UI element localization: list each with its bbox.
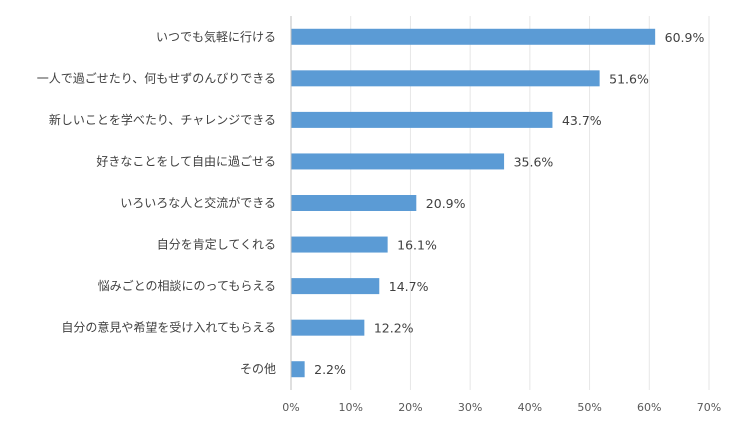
bar	[291, 153, 505, 170]
category-label: 自分の意見や希望を受け入れてもらえる	[61, 320, 276, 335]
x-tick-label: 0%	[282, 401, 299, 414]
value-label: 16.1%	[397, 238, 437, 253]
category-label: いつでも気軽に行ける	[156, 29, 276, 44]
x-tick-label: 20%	[398, 401, 422, 414]
category-label: 悩みごとの相談にのってもらえる	[98, 278, 276, 293]
x-tick-label: 30%	[458, 401, 482, 414]
bar	[291, 319, 365, 336]
value-label: 43.7%	[562, 113, 602, 128]
bar	[291, 70, 600, 87]
category-label: 新しいことを学べたり、チャレンジできる	[49, 112, 276, 127]
category-labels: いつでも気軽に行ける一人で過ごせたり、何もせずのんびりできる新しいことを学べたり…	[37, 29, 276, 376]
category-label: 自分を肯定してくれる	[157, 237, 276, 252]
category-label: いろいろな人と交流ができる	[120, 195, 276, 210]
x-tick-label: 40%	[518, 401, 542, 414]
x-tick-label: 60%	[637, 401, 661, 414]
bars	[291, 28, 656, 378]
bar	[291, 111, 553, 128]
category-label: その他	[240, 362, 276, 376]
category-label: 一人で過ごせたり、何もせずのんびりできる	[37, 70, 276, 85]
bar	[291, 195, 417, 211]
x-tick-labels: 0% 10% 20% 30% 40% 50% 60% 70%	[282, 401, 721, 414]
value-label: 20.9%	[426, 196, 466, 211]
bar	[291, 236, 388, 253]
bar	[291, 28, 656, 45]
bar	[291, 278, 380, 295]
x-tick-label: 10%	[338, 401, 362, 414]
x-tick-label: 50%	[577, 401, 601, 414]
category-label: 好きなことをして自由に過ごせる	[96, 153, 276, 168]
value-label: 2.2%	[314, 362, 346, 377]
value-label: 12.2%	[374, 321, 414, 336]
value-label: 60.9%	[665, 30, 705, 45]
value-label: 14.7%	[389, 279, 429, 294]
bar	[291, 361, 305, 378]
value-label: 35.6%	[514, 154, 554, 169]
value-label: 51.6%	[609, 71, 649, 86]
value-labels: 60.9% 51.6% 43.7% 35.6% 20.9% 16.1% 14.7% 12.2%…	[314, 30, 704, 377]
x-tick-label: 70%	[697, 401, 721, 414]
